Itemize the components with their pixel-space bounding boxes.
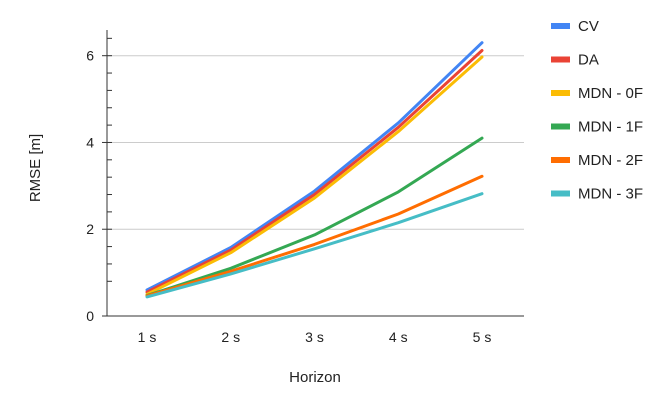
series-line xyxy=(145,136,484,298)
legend-label: MDN - 2F xyxy=(578,152,643,169)
x-tick-label: 2 s xyxy=(221,329,240,345)
gridlines xyxy=(107,55,524,230)
legend-swatch xyxy=(551,123,570,130)
series-line xyxy=(145,49,484,294)
legend-label: MDN - 3F xyxy=(578,186,643,203)
legend-label: MDN - 1F xyxy=(578,119,643,136)
x-tick-label: 5 s xyxy=(473,329,492,345)
legend: CV DA MDN - 0F MDN - 1F MDN - 2F MDN - 3F xyxy=(551,18,643,203)
tick-labels: 0 2 4 6 1 s 2 s 3 s 4 s 5 s xyxy=(86,48,491,345)
axes xyxy=(102,30,524,317)
x-tick-label: 4 s xyxy=(389,329,408,345)
series-line xyxy=(145,41,484,292)
series-line xyxy=(145,174,484,298)
legend-swatch xyxy=(551,56,570,63)
y-tick-label: 6 xyxy=(86,48,94,64)
x-axis-title: Horizon xyxy=(289,369,341,386)
y-tick-label: 0 xyxy=(86,308,94,324)
series-lines xyxy=(145,41,484,299)
legend-swatch xyxy=(551,190,570,197)
legend-label: DA xyxy=(578,52,599,69)
y-axis-title: RMSE [m] xyxy=(27,134,44,202)
legend-swatch xyxy=(551,90,570,96)
legend-swatch xyxy=(551,157,570,163)
series-line xyxy=(145,192,484,299)
x-tick-label: 1 s xyxy=(138,329,157,345)
series-line xyxy=(145,55,484,296)
x-tick-label: 3 s xyxy=(305,329,324,345)
legend-label: MDN - 0F xyxy=(578,85,643,102)
legend-label: CV xyxy=(578,18,599,35)
legend-swatch xyxy=(551,23,570,29)
y-tick-label: 2 xyxy=(86,221,94,237)
y-tick-label: 4 xyxy=(86,134,94,150)
